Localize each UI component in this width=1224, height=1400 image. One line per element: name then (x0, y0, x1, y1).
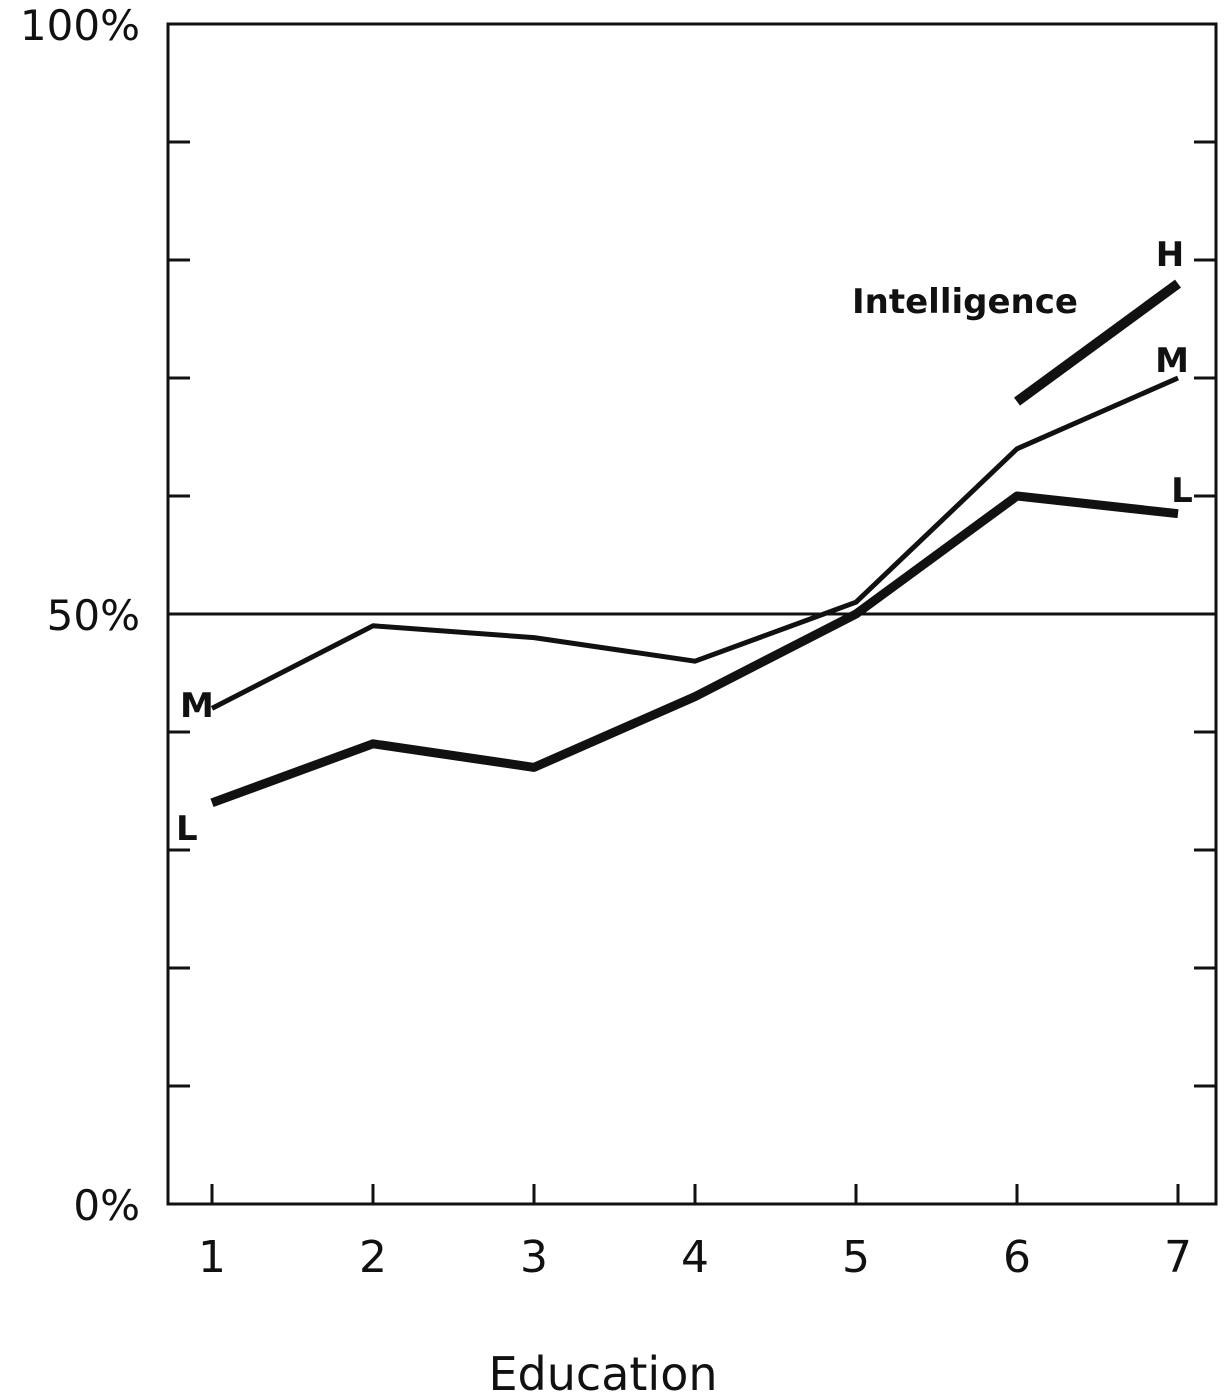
x-tick-label-1: 1 (198, 1232, 226, 1283)
x-axis-title: Education (488, 1347, 717, 1400)
legend-title: Intelligence (852, 282, 1078, 322)
y-tick-label-100: 100% (20, 1, 140, 50)
series-line-M (210, 375, 1180, 711)
x-tick-label-5: 5 (842, 1232, 870, 1283)
y-tick-label-50: 50% (47, 591, 140, 640)
x-tick-label-7: 7 (1164, 1232, 1192, 1283)
series-group (210, 279, 1181, 808)
axes: 1 2 3 4 5 6 7 0% 50% 100% (20, 1, 1218, 1283)
series-label-L-right: L (1171, 471, 1193, 511)
y-tick-label-0: 0% (73, 1181, 140, 1230)
series-label-H-right: H (1156, 235, 1184, 275)
series-line-H (1014, 279, 1181, 406)
x-tick-label-2: 2 (359, 1232, 387, 1283)
series-line-L (210, 491, 1179, 808)
labels-group: M L H M L (176, 235, 1193, 849)
series-label-M-left: M (180, 686, 214, 726)
x-tick-label-6: 6 (1003, 1232, 1031, 1283)
x-tick-label-3: 3 (520, 1232, 548, 1283)
series-label-M-right: M (1155, 341, 1189, 381)
x-tick-label-4: 4 (681, 1232, 709, 1283)
series-label-L-left: L (176, 809, 198, 849)
